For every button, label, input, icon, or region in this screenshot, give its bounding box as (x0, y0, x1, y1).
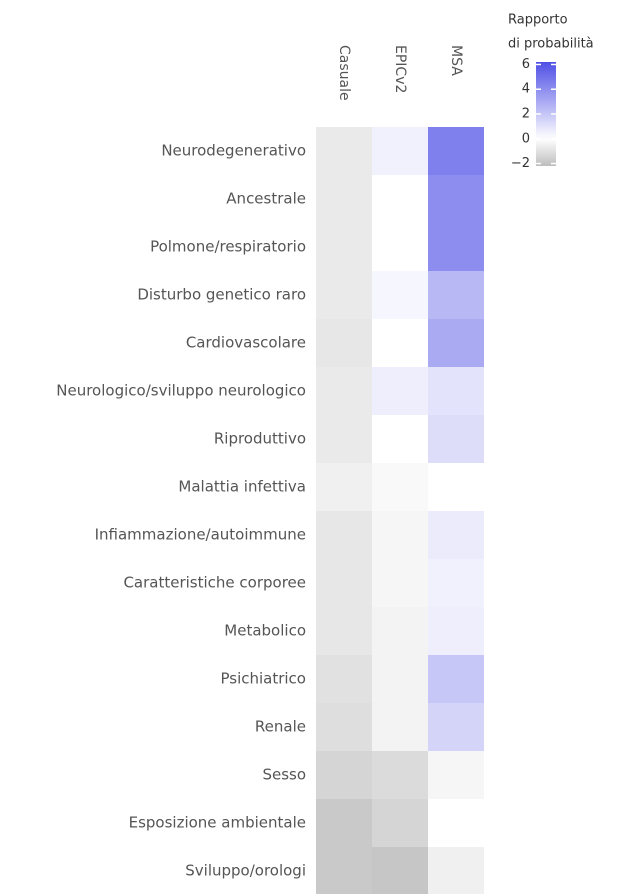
row-label: Metabolico (224, 622, 306, 640)
heatmap-cell (428, 415, 484, 463)
row-label: Riproduttivo (214, 430, 306, 448)
heatmap-cell (316, 511, 372, 559)
heatmap-cell (372, 799, 428, 847)
heatmap-cell (316, 847, 372, 894)
column-label: EPICv2 (392, 45, 408, 93)
heatmap-cell (372, 367, 428, 415)
row-label: Malattia infettiva (178, 478, 306, 496)
heatmap-cell (428, 655, 484, 703)
heatmap-cell (372, 847, 428, 894)
colorbar-title: di probabilità (508, 37, 594, 52)
colorbar (536, 62, 556, 166)
row-label: Disturbo genetico raro (137, 286, 306, 304)
row-label: Sviluppo/orologi (185, 862, 306, 880)
row-label: Neurologico/sviluppo neurologico (56, 382, 306, 400)
heatmap-cell (316, 799, 372, 847)
heatmap-cell (316, 415, 372, 463)
colorbar-tick-label: −2 (511, 156, 530, 171)
row-label: Cardiovascolare (186, 334, 306, 352)
heatmap-cell (372, 559, 428, 607)
heatmap-cell (428, 703, 484, 751)
column-label: MSA (448, 45, 464, 76)
colorbar-tick-label: 4 (522, 82, 530, 97)
row-label: Infiammazione/autoimmune (95, 526, 306, 544)
heatmap-cell (316, 463, 372, 511)
heatmap-cell (372, 463, 428, 511)
heatmap-cell (372, 127, 428, 175)
heatmap-cell (428, 799, 484, 847)
heatmap-cell (316, 655, 372, 703)
heatmap-cell (372, 655, 428, 703)
heatmap-cell (372, 175, 428, 223)
heatmap-cell (316, 223, 372, 271)
heatmap-cell (372, 511, 428, 559)
row-label: Polmone/respiratorio (150, 238, 306, 256)
heatmap-cell (316, 703, 372, 751)
heatmap-cell (316, 559, 372, 607)
row-label: Neurodegenerativo (161, 142, 306, 160)
heatmap-cell (428, 319, 484, 367)
row-label: Renale (255, 718, 306, 736)
row-label: Caratteristiche corporee (123, 574, 306, 592)
heatmap-cell (428, 559, 484, 607)
column-label: Casuale (336, 45, 352, 101)
heatmap-cell (372, 271, 428, 319)
colorbar-tick-label: 6 (522, 57, 530, 72)
row-label: Esposizione ambientale (129, 814, 306, 832)
heatmap-cell (428, 223, 484, 271)
heatmap-cell (316, 271, 372, 319)
heatmap-cell (428, 271, 484, 319)
heatmap-cell (316, 319, 372, 367)
heatmap-cell (316, 367, 372, 415)
heatmap-cell (428, 847, 484, 894)
heatmap-cell (372, 607, 428, 655)
colorbar-tick-label: 2 (522, 107, 530, 122)
colorbar-tick-label: 0 (522, 131, 530, 146)
heatmap-cell (428, 175, 484, 223)
heatmap-cell (372, 223, 428, 271)
heatmap-cell (372, 751, 428, 799)
row-label: Ancestrale (226, 190, 306, 208)
heatmap-cell (372, 415, 428, 463)
heatmap-cell (428, 463, 484, 511)
heatmap-cell (428, 367, 484, 415)
heatmap-cell (428, 127, 484, 175)
heatmap-cell (428, 751, 484, 799)
heatmap-cell (428, 511, 484, 559)
row-label: Psichiatrico (220, 670, 306, 688)
heatmap-cell (316, 175, 372, 223)
heatmap-cell (316, 607, 372, 655)
heatmap-cell (372, 703, 428, 751)
heatmap-cell (316, 127, 372, 175)
heatmap-cell (372, 319, 428, 367)
colorbar-title: Rapporto (508, 13, 568, 28)
row-label: Sesso (262, 766, 306, 784)
heatmap-cell (316, 751, 372, 799)
heatmap-cell (428, 607, 484, 655)
